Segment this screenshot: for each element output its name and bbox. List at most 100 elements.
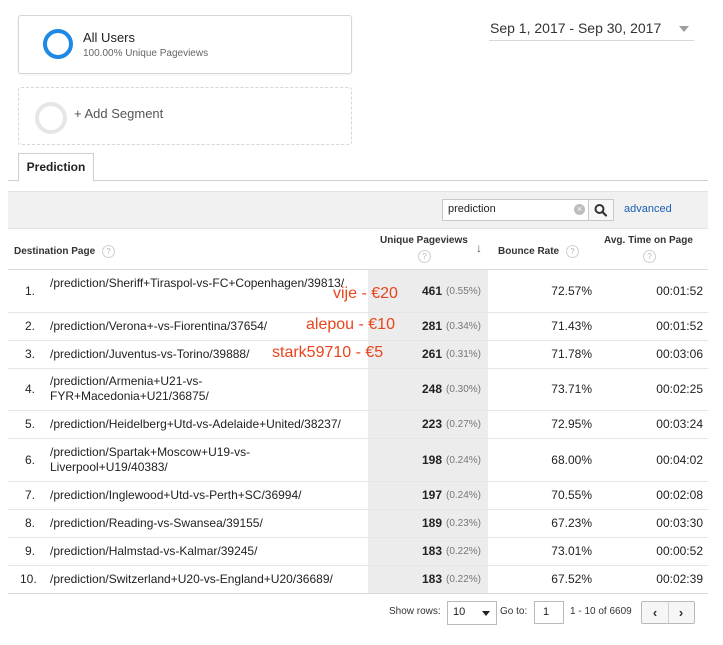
table-footer-divider [8,593,708,594]
goto-page-input[interactable]: 1 [534,601,564,624]
destination-page-link[interactable]: /prediction/Heidelberg+Utd-vs-Adelaide+U… [50,417,341,431]
date-range-picker[interactable]: Sep 1, 2017 - Sep 30, 2017 [489,18,694,41]
destination-page-link[interactable]: /prediction/Juventus-vs-Torino/39888/ [50,347,250,361]
destination-page-link[interactable]: /prediction/Spartak+Moscow+U19-vs-Liverp… [50,445,251,474]
pagination-controls: ‹ › [641,601,695,624]
bounce-rate-value: 67.23% [551,516,592,530]
rows-per-page-select[interactable]: 10 [447,601,497,625]
destination-page-link[interactable]: /prediction/Inglewood+Utd-vs-Perth+SC/36… [50,488,302,502]
avg-time-value: 00:00:52 [656,544,703,558]
header-unique-pageviews-label: Unique Pageviews [380,235,468,246]
bounce-rate-value: 68.00% [551,453,592,467]
filter-input[interactable]: prediction × [442,199,589,221]
destination-page-link[interactable]: /prediction/Halmstad-vs-Kalmar/39245/ [50,544,258,558]
unique-pageviews-percent: (0.24%) [446,490,482,501]
table-row: 7. /prediction/Inglewood+Utd-vs-Perth+SC… [8,482,708,510]
unique-pageviews-percent: (0.22%) [446,574,482,585]
help-icon[interactable]: ? [643,250,656,263]
destination-page-link[interactable]: /prediction/Reading-vs-Swansea/39155/ [50,516,263,530]
header-avg-time-on-page[interactable]: Avg. Time on Page [604,235,693,246]
row-number: 2. [25,319,36,333]
table-row: 3. /prediction/Juventus-vs-Torino/39888/… [8,341,708,369]
unique-pageviews-value: 197 [421,488,442,502]
clear-icon[interactable]: × [574,204,585,215]
table-row: 2. /prediction/Verona+-vs-Fiorentina/376… [8,313,708,341]
tab-prediction[interactable]: Prediction [18,153,94,182]
table-row: 8. /prediction/Reading-vs-Swansea/39155/… [8,510,708,538]
row-number: 4. [25,382,36,396]
row-number: 10. [20,572,37,586]
destination-page-link[interactable]: /prediction/Sheriff+Tiraspol-vs-FC+Copen… [50,276,345,290]
unique-pageviews-percent: (0.55%) [446,286,482,297]
header-bounce-rate-label: Bounce Rate [498,246,560,258]
unique-pageviews-percent: (0.22%) [446,546,482,557]
add-segment-button[interactable]: + Add Segment [18,87,352,145]
goto-label: Go to: [500,606,528,617]
unique-pageviews-value: 198 [421,453,442,467]
header-bounce-rate[interactable]: Bounce Rate ? [498,245,579,258]
destination-page-link[interactable]: /prediction/Switzerland+U20-vs-England+U… [50,572,333,586]
table-row: 4. /prediction/Armenia+U21-vs-FYR+Macedo… [8,369,708,411]
advanced-filter-link[interactable]: advanced [624,203,672,215]
table-row: 9. /prediction/Halmstad-vs-Kalmar/39245/… [8,538,708,566]
row-number: 6. [25,453,36,467]
header-destination-label: Destination Page [14,246,96,258]
annotation-text: vije - €20 [333,285,398,302]
unique-pageviews-percent: (0.27%) [446,419,482,430]
filter-bar: prediction × advanced [8,191,708,229]
unique-pageviews-value: 189 [421,516,442,530]
date-range-text: Sep 1, 2017 - Sep 30, 2017 [490,20,662,36]
segment-ring-icon [43,29,73,59]
table-row: 10. /prediction/Switzerland+U20-vs-Engla… [8,566,708,593]
bounce-rate-value: 67.52% [551,572,592,586]
segment-subtitle: 100.00% Unique Pageviews [83,48,209,59]
row-number: 1. [25,284,36,298]
sort-arrow-icon[interactable]: ↓ [476,241,482,255]
tab-divider [8,180,708,181]
next-page-button[interactable]: › [678,605,684,620]
search-button[interactable] [588,199,614,221]
search-icon [594,204,608,217]
unique-pageviews-percent: (0.24%) [446,455,482,466]
filter-input-value: prediction [448,203,496,215]
header-unique-pageviews[interactable]: Unique Pageviews [380,235,468,246]
annotation-text: alepou - €10 [306,316,395,333]
help-icon[interactable]: ? [418,250,431,263]
bounce-rate-value: 70.55% [551,488,592,502]
previous-page-button[interactable]: ‹ [642,602,669,623]
unique-pageviews-value: 223 [421,417,442,431]
help-icon[interactable]: ? [101,245,115,258]
row-number: 3. [25,347,36,361]
unique-pageviews-value: 183 [421,572,442,586]
destination-page-link[interactable]: /prediction/Verona+-vs-Fiorentina/37654/ [50,319,268,333]
unique-pageviews-value: 183 [421,544,442,558]
chevron-down-icon [482,611,490,616]
sorted-column-highlight [368,270,488,593]
show-rows-label: Show rows: [389,606,441,617]
unique-pageviews-value: 281 [421,319,442,333]
header-destination-page[interactable]: Destination Page ? [14,245,115,258]
pagination-range: 1 - 10 of 6609 [570,606,632,617]
avg-time-value: 00:03:06 [656,347,703,361]
destination-page-link[interactable]: /prediction/Armenia+U21-vs-FYR+Macedonia… [50,374,209,403]
row-number: 9. [25,544,36,558]
table-row: 6. /prediction/Spartak+Moscow+U19-vs-Liv… [8,439,708,482]
row-number: 5. [25,417,36,431]
table-row: 5. /prediction/Heidelberg+Utd-vs-Adelaid… [8,411,708,439]
avg-time-value: 00:01:52 [656,319,703,333]
segment-card-all-users[interactable]: All Users 100.00% Unique Pageviews [18,15,352,74]
bounce-rate-value: 73.01% [551,544,592,558]
add-segment-label: + Add Segment [74,106,164,121]
avg-time-value: 00:04:02 [656,453,703,467]
annotation-text: stark59710 - €5 [272,344,384,361]
help-icon[interactable]: ? [565,245,579,258]
avg-time-value: 00:02:08 [656,488,703,502]
unique-pageviews-percent: (0.23%) [446,518,482,529]
avg-time-value: 00:02:39 [656,572,703,586]
bounce-rate-value: 72.95% [551,417,592,431]
avg-time-value: 00:03:30 [656,516,703,530]
unique-pageviews-value: 261 [421,347,442,361]
rows-per-page-value: 10 [453,606,466,618]
unique-pageviews-percent: (0.31%) [446,349,482,360]
add-segment-ring-icon [35,102,67,134]
